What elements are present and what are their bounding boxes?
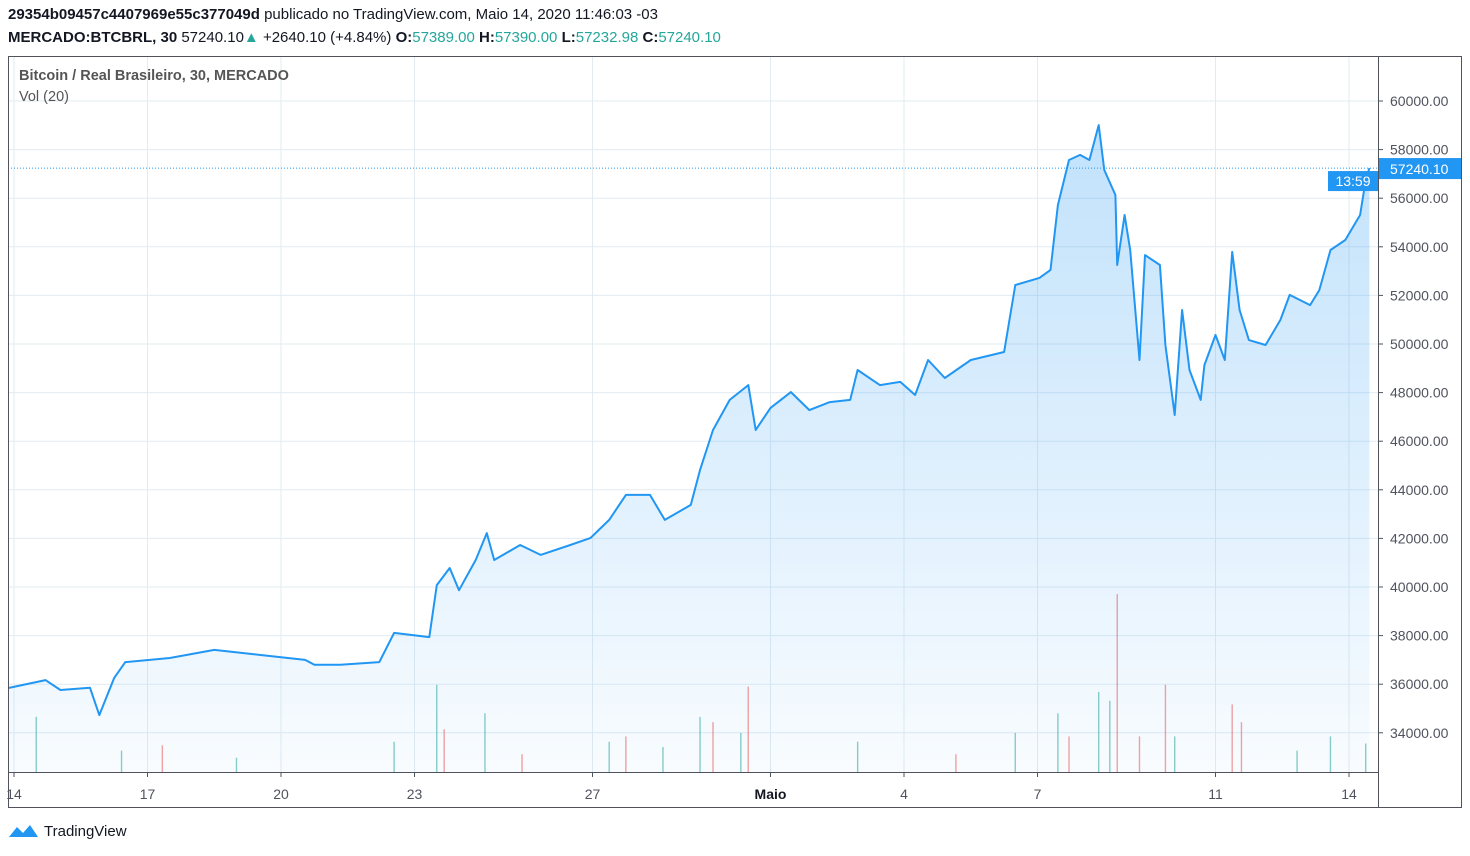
open-value: 57389.00 bbox=[412, 29, 475, 46]
high-value: 57390.00 bbox=[494, 29, 558, 46]
open-label: O: bbox=[395, 29, 413, 46]
y-tick-label: 50000.00 bbox=[1390, 336, 1449, 352]
x-tick-label: 23 bbox=[407, 786, 423, 802]
x-tick-label: 14 bbox=[6, 786, 22, 802]
price-area bbox=[8, 125, 1370, 773]
y-tick-label: 54000.00 bbox=[1390, 239, 1449, 255]
y-tick-label: 34000.00 bbox=[1390, 725, 1449, 741]
brand-text: TradingView bbox=[44, 822, 127, 840]
triangle-up-icon: ▲ bbox=[243, 29, 259, 46]
low-value: 57232.98 bbox=[575, 29, 639, 46]
published-text: publicado no TradingView.com, Maio 14, 2… bbox=[264, 6, 658, 23]
x-tick-label: 7 bbox=[1034, 786, 1042, 802]
close-value: 57240.10 bbox=[658, 29, 721, 46]
countdown-label: 13:59 bbox=[1335, 173, 1370, 189]
y-tick-label: 40000.00 bbox=[1390, 579, 1449, 595]
high-label: H: bbox=[478, 29, 495, 46]
x-tick-label: 11 bbox=[1208, 786, 1223, 802]
chart-frame bbox=[8, 56, 1462, 808]
change: +2640.10 (+4.84%) bbox=[262, 29, 392, 46]
y-tick-label: 52000.00 bbox=[1390, 287, 1449, 303]
y-tick-label: 56000.00 bbox=[1390, 190, 1449, 206]
close-label: C: bbox=[642, 29, 659, 46]
x-tick-label: 4 bbox=[900, 786, 908, 802]
symbol-info: MERCADO:BTCBRL, 30 57240.10▲ +2640.10 (+… bbox=[8, 29, 721, 46]
volume-legend: Vol (20) bbox=[19, 89, 69, 105]
low-label: L: bbox=[561, 29, 576, 46]
x-tick-label: 14 bbox=[1341, 786, 1357, 802]
author: 29354b09457c4407969e55c377049d bbox=[8, 6, 260, 23]
last-price: 57240.10 bbox=[181, 29, 244, 46]
last-price-label: 57240.10 bbox=[1390, 161, 1449, 177]
chart-legend-title: Bitcoin / Real Brasileiro, 30, MERCADO bbox=[19, 68, 289, 84]
x-tick-label: Maio bbox=[755, 786, 787, 802]
tradingview-logo[interactable]: TradingView bbox=[8, 822, 127, 840]
y-tick-label: 36000.00 bbox=[1390, 676, 1449, 692]
tradingview-logo-icon bbox=[9, 825, 38, 837]
countdown-badge bbox=[1328, 171, 1378, 192]
x-tick-label: 17 bbox=[140, 786, 156, 802]
y-tick-label: 38000.00 bbox=[1390, 628, 1449, 644]
y-tick-label: 58000.00 bbox=[1390, 142, 1449, 158]
price-line bbox=[8, 124, 1371, 717]
symbol: MERCADO:BTCBRL, 30 bbox=[8, 29, 178, 46]
last-price-badge bbox=[1379, 158, 1461, 180]
y-tick-label: 42000.00 bbox=[1390, 530, 1449, 546]
x-tick-label: 20 bbox=[273, 786, 289, 802]
x-tick-label: 27 bbox=[585, 786, 601, 802]
y-tick-label: 44000.00 bbox=[1390, 482, 1449, 498]
y-tick-label: 46000.00 bbox=[1390, 433, 1449, 449]
publish-info: 29354b09457c4407969e55c377049d publicado… bbox=[8, 6, 658, 23]
y-tick-label: 48000.00 bbox=[1390, 385, 1449, 401]
y-tick-label: 60000.00 bbox=[1390, 93, 1449, 109]
